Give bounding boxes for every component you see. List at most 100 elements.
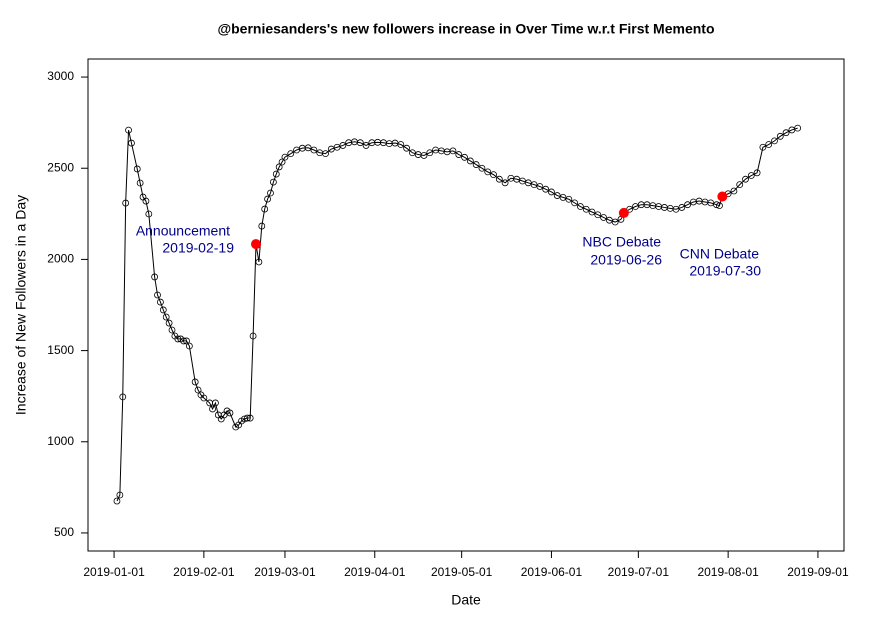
data-point (542, 185, 550, 193)
data-point (165, 319, 173, 327)
data-point (461, 153, 468, 161)
data-point (157, 298, 164, 306)
data-point (611, 218, 619, 226)
y-tick-label: 2500 (47, 160, 74, 174)
data-point (594, 211, 602, 219)
y-tick-label: 1000 (47, 434, 74, 448)
annotation: 2019-06-26 (590, 252, 662, 268)
data-point (455, 151, 463, 158)
data-point (116, 491, 124, 499)
data-point (122, 199, 130, 207)
data-point (776, 132, 784, 140)
data-point (684, 201, 691, 209)
data-point (212, 399, 219, 407)
x-tick-label: 2019-02-01 (173, 565, 235, 579)
data-point (577, 203, 584, 210)
data-point (730, 187, 738, 195)
data-point (310, 146, 318, 154)
x-tick-label: 2019-03-01 (254, 565, 316, 579)
data-point (249, 332, 257, 340)
data-point (243, 414, 251, 422)
data-point (183, 337, 190, 345)
event-point (251, 239, 261, 250)
data-point (339, 142, 347, 149)
event-point (618, 207, 629, 218)
y-tick-label: 2000 (47, 252, 74, 266)
data-point (281, 153, 289, 161)
data-point (136, 179, 144, 187)
data-point (356, 139, 364, 147)
data-point (678, 204, 686, 211)
data-point (133, 165, 141, 173)
data-point (168, 326, 176, 334)
data-point (571, 199, 579, 207)
data-point (548, 188, 555, 196)
data-point (142, 197, 150, 205)
data-point (267, 189, 274, 197)
data-point (154, 291, 161, 299)
data-point (420, 152, 428, 159)
data-point (759, 143, 767, 151)
data-point (194, 386, 202, 394)
data-point (125, 126, 132, 134)
data-point (397, 141, 405, 148)
data-point (490, 171, 497, 179)
data-point (466, 157, 474, 165)
x-tick-label: 2019-01-01 (83, 565, 145, 579)
data-point (304, 144, 312, 152)
annotation: Announcement (136, 223, 230, 239)
data-point (716, 202, 723, 210)
y-tick-label: 1500 (47, 343, 74, 357)
event-point (717, 191, 728, 202)
annotation: NBC Debate (582, 234, 661, 250)
data-point (269, 178, 277, 186)
data-point (209, 405, 216, 413)
annotation: CNN Debate (680, 246, 760, 262)
data-point (185, 342, 193, 350)
data-point (771, 137, 778, 145)
data-point (258, 222, 266, 230)
data-point (151, 273, 159, 281)
data-point (272, 170, 280, 178)
x-tick-label: 2019-08-01 (697, 565, 759, 579)
data-point (426, 149, 434, 157)
data-point (180, 337, 187, 345)
data-point (113, 497, 121, 505)
data-point (145, 210, 153, 218)
y-tick-label: 3000 (47, 69, 74, 83)
data-point (794, 124, 802, 132)
data-point (261, 205, 269, 213)
data-point (264, 195, 271, 203)
data-point (128, 139, 135, 147)
data-point (472, 161, 480, 168)
data-point (246, 414, 254, 422)
data-point (226, 409, 234, 417)
data-point (582, 205, 590, 213)
data-point (449, 147, 457, 155)
x-tick-label: 2019-07-01 (608, 565, 670, 579)
data-point (747, 172, 755, 179)
data-point (713, 201, 720, 209)
x-tick-label: 2019-04-01 (344, 565, 406, 579)
data-point (278, 158, 286, 166)
data-point (191, 378, 199, 386)
chart-title: @berniesanders's new followers increase … (217, 21, 714, 37)
data-point (255, 258, 263, 266)
annotation: 2019-07-30 (689, 263, 761, 279)
data-point (403, 144, 411, 152)
data-point (600, 214, 607, 221)
x-axis-label: Date (451, 592, 481, 608)
data-point (742, 175, 749, 183)
data-point (322, 150, 329, 158)
x-tick-label: 2019-06-01 (521, 565, 583, 579)
data-point (484, 168, 492, 176)
data-point (275, 163, 283, 171)
data-point (287, 150, 295, 158)
data-point (119, 393, 127, 401)
data-point (753, 169, 761, 177)
plot-frame (87, 58, 845, 552)
data-point (162, 313, 170, 321)
data-point (588, 208, 596, 216)
